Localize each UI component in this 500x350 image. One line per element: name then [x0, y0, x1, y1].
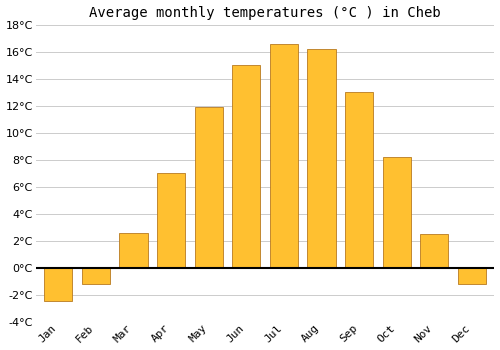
Bar	[194, 107, 223, 268]
Bar	[308, 49, 336, 268]
Bar	[82, 268, 110, 284]
Bar	[270, 44, 298, 268]
Bar	[232, 65, 260, 268]
Bar	[157, 173, 185, 268]
Title: Average monthly temperatures (°C ) in Cheb: Average monthly temperatures (°C ) in Ch…	[89, 6, 441, 20]
Bar	[44, 268, 72, 301]
Bar	[420, 234, 448, 268]
Bar	[458, 268, 486, 284]
Bar	[345, 92, 373, 268]
Bar	[120, 233, 148, 268]
Bar	[382, 157, 411, 268]
